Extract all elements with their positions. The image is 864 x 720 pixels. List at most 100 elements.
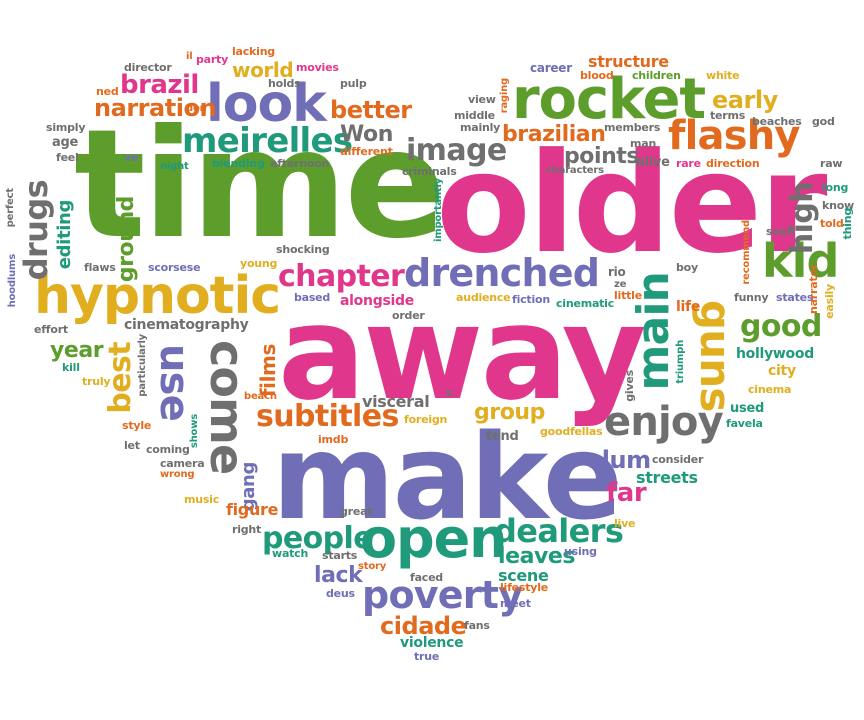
word-seen: seen [766, 225, 795, 238]
word-rare: rare [676, 157, 701, 170]
word-better: better [330, 96, 412, 124]
word-movies: movies [296, 61, 339, 74]
word-young: young [240, 257, 278, 270]
word-violence: violence [400, 635, 464, 651]
word-watch: watch [272, 547, 309, 560]
word-cinematography: cinematography [124, 317, 249, 333]
word-il: il [445, 390, 456, 397]
word-kid: kid [762, 234, 839, 288]
word-world: world [232, 58, 294, 82]
word-children: children [632, 69, 681, 82]
word-hollywood: hollywood [736, 346, 814, 362]
word-ve: ve [124, 151, 139, 164]
word-use: use [151, 344, 197, 422]
word-don: don [186, 103, 207, 114]
word-brazilian: brazilian [502, 122, 606, 147]
word-members: members [604, 121, 661, 134]
word-consider: consider [652, 453, 704, 466]
word-hoodlums: hoodlums [7, 254, 18, 308]
word-deus: deus [326, 587, 355, 600]
word-long: long [822, 181, 849, 194]
word-truly: truly [82, 375, 111, 388]
word-criminals: criminals [402, 165, 457, 178]
word-beaches: beaches [752, 115, 802, 128]
word-blending: blending [212, 157, 265, 170]
word-brazil: brazil [120, 70, 199, 100]
word-thing: thing [841, 208, 854, 240]
word-beach: beach [244, 391, 277, 402]
word-scorsese: scorsese [148, 261, 201, 274]
word-hypnotic: hypnotic [34, 266, 281, 326]
word-director: director [124, 61, 172, 74]
word-white: white [706, 69, 740, 82]
word-ground: ground [114, 196, 139, 283]
word-visceral: visceral [362, 392, 430, 411]
word-pulp: pulp [340, 77, 367, 90]
word-rio: rio [608, 265, 626, 279]
word-imdb: imdb [318, 433, 349, 446]
word-states: states [776, 291, 814, 304]
word-feel: feel [56, 151, 79, 164]
word-chapter: chapter [278, 259, 405, 294]
word-using: using [564, 545, 597, 558]
word-cidade: cidade [380, 612, 467, 640]
word-true: true [414, 650, 440, 663]
word-recommend: recommend [741, 220, 752, 285]
word-streets: streets [636, 468, 698, 487]
word-shocking: shocking [276, 243, 330, 256]
word-alongside: alongside [340, 293, 414, 309]
word-time: time [74, 98, 446, 272]
word-terms: terms [710, 109, 746, 122]
word-simply: simply [46, 121, 86, 134]
word-flaws: flaws [84, 261, 116, 274]
word-points: points [564, 144, 640, 169]
word-favela: favela [726, 417, 763, 430]
word-career: career [530, 61, 572, 75]
word-early: early [712, 86, 778, 114]
word-leaves: leaves [498, 544, 576, 569]
word-slum: slum [588, 446, 651, 474]
word-image: image [406, 133, 507, 168]
word-flashy: flashy [668, 113, 800, 159]
word-shows: shows [189, 414, 200, 449]
word-narrator: narrator [807, 264, 820, 315]
word-cinema: cinema [748, 383, 792, 396]
word-il-party: il [186, 51, 193, 62]
word-alive: alive [636, 155, 670, 170]
word-ze: ze [614, 279, 627, 290]
word-faced: faced [410, 571, 443, 584]
word-starts: starts [322, 549, 358, 562]
word-audience: audience [456, 291, 511, 304]
word-dealers: dealers [494, 512, 624, 550]
word-night: night [160, 161, 189, 172]
word-narration: narration [94, 94, 217, 122]
word-based: based [294, 291, 331, 304]
word-mainly: mainly [460, 121, 501, 134]
word-cinematic: cinematic [556, 297, 615, 310]
word-let: let [124, 439, 140, 452]
word-god: god [812, 115, 835, 128]
word-coming: coming [146, 443, 190, 456]
word-subtitles: subtitles [256, 399, 399, 434]
word-characters: characters [546, 165, 604, 176]
word-life: life [676, 299, 701, 315]
word-best: best [103, 342, 138, 414]
word-middle: middle [454, 109, 495, 122]
word-group: group [474, 400, 545, 425]
word-raw: raw [820, 157, 843, 170]
word-guns: guns [691, 300, 740, 412]
word-drenched: drenched [404, 251, 600, 295]
word-structure: structure [588, 52, 669, 71]
word-meet: meet [500, 597, 531, 610]
word-blood: blood [580, 69, 614, 82]
word-lifestyle: lifestyle [500, 581, 549, 594]
word-importantly: importantly [433, 178, 444, 242]
word-older: older [436, 123, 828, 284]
word-perfect: perfect [5, 188, 16, 228]
word-high: high [785, 182, 820, 255]
word-away: away [278, 277, 646, 429]
word-live: live [614, 517, 636, 530]
word-goodfellas: goodfellas [540, 425, 603, 438]
word-figure: figure [226, 500, 279, 519]
